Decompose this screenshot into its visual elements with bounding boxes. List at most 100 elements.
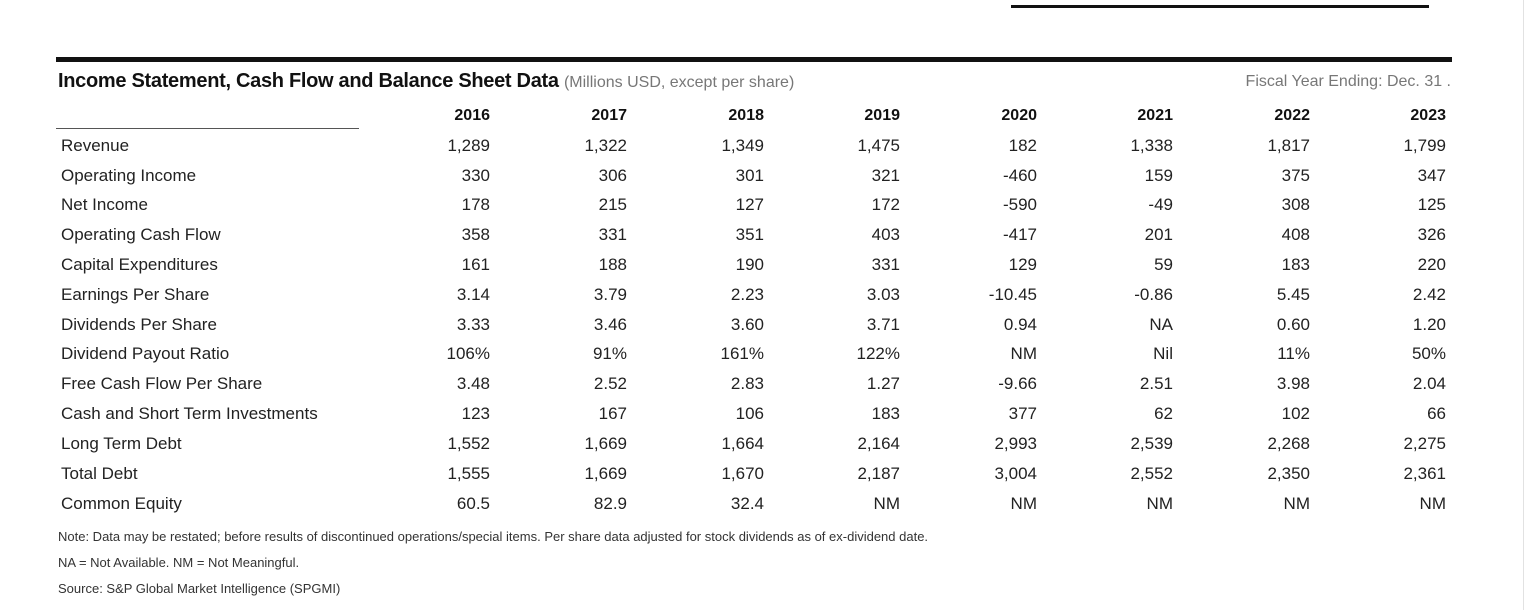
cell-value: 1,552: [447, 434, 490, 453]
cell-value: 3.33: [456, 315, 490, 334]
row-label: Earnings Per Share: [61, 285, 210, 304]
cell-value: 82.9: [593, 494, 627, 513]
row-label: Operating Cash Flow: [61, 225, 221, 244]
cell-value: 1,669: [584, 464, 627, 483]
table-subtitle: (Millions USD, except per share): [563, 74, 795, 91]
table-row: Operating Income 330 306 301 321 -460 15…: [0, 161, 1537, 191]
cell-value: 66: [1427, 404, 1446, 423]
cell-value: 358: [461, 225, 490, 244]
cell-value: 167: [598, 404, 627, 423]
cell-value: 1,664: [721, 434, 764, 453]
cell-value: 2,552: [1130, 464, 1173, 483]
cell-value: 1,555: [447, 464, 490, 483]
table-row: Capital Expenditures 161 188 190 331 129…: [0, 250, 1537, 280]
cell-value: 190: [735, 255, 764, 274]
cell-value: 2,350: [1267, 464, 1310, 483]
cell-value: NM: [1010, 494, 1037, 513]
table-title: Income Statement, Cash Flow and Balance …: [58, 70, 794, 93]
row-label: Free Cash Flow Per Share: [61, 374, 263, 393]
cell-value: 408: [1281, 225, 1310, 244]
cell-value: 2,268: [1267, 434, 1310, 453]
cell-value: 2,187: [857, 464, 900, 483]
cell-value: 220: [1417, 255, 1446, 274]
cell-value: 102: [1281, 404, 1310, 423]
cell-value: 106: [735, 404, 764, 423]
cell-value: 2.42: [1412, 285, 1446, 304]
year-header: 2017: [591, 107, 627, 124]
cell-value: 1.20: [1412, 315, 1446, 334]
cell-value: 215: [598, 195, 627, 214]
cell-value: -0.86: [1134, 285, 1173, 304]
row-label: Revenue: [61, 136, 130, 155]
table-row: Total Debt 1,555 1,669 1,670 2,187 3,004…: [0, 459, 1537, 489]
cell-value: 172: [871, 195, 900, 214]
cell-value: -10.45: [988, 285, 1037, 304]
label-column-rule: [56, 128, 359, 129]
year-header: 2022: [1274, 107, 1310, 124]
cell-value: 1,289: [447, 136, 490, 155]
table-row: Cash and Short Term Investments 123 167 …: [0, 399, 1537, 429]
table-row: Common Equity 60.5 82.9 32.4 NM NM NM NM…: [0, 489, 1537, 519]
cell-value: NM: [1419, 494, 1446, 513]
year-header-row: 2016 2017 2018 2019 2020 2021 2022 2023: [0, 101, 1537, 131]
cell-value: 91%: [592, 344, 627, 363]
footnote-source: Source: S&P Global Market Intelligence (…: [58, 581, 341, 596]
cell-value: 1,338: [1130, 136, 1173, 155]
cell-value: 377: [1008, 404, 1037, 423]
page-edge: [1523, 0, 1524, 610]
cell-value: 3.79: [593, 285, 627, 304]
row-label: Cash and Short Term Investments: [61, 404, 318, 423]
cell-value: 3.98: [1276, 374, 1310, 393]
cell-value: 50%: [1411, 344, 1446, 363]
cell-value: 2,164: [857, 434, 900, 453]
cell-value: 0.94: [1003, 315, 1037, 334]
cell-value: 326: [1417, 225, 1446, 244]
table-row: Net Income 178 215 127 172 -590 -49 308 …: [0, 190, 1537, 220]
cell-value: 2,275: [1403, 434, 1446, 453]
cell-value: 3.14: [456, 285, 490, 304]
year-header: 2019: [864, 107, 900, 124]
top-divider: [1011, 5, 1429, 8]
cell-value: 347: [1417, 166, 1446, 185]
table-row: Free Cash Flow Per Share 3.48 2.52 2.83 …: [0, 369, 1537, 399]
cell-value: -590: [1002, 195, 1037, 214]
cell-value: 161: [461, 255, 490, 274]
cell-value: 1,799: [1403, 136, 1446, 155]
cell-value: NA: [1149, 315, 1173, 334]
cell-value: 129: [1008, 255, 1037, 274]
cell-value: 178: [461, 195, 490, 214]
cell-value: 331: [598, 225, 627, 244]
cell-value: 3.03: [866, 285, 900, 304]
cell-value: 159: [1144, 166, 1173, 185]
cell-value: 1,349: [721, 136, 764, 155]
cell-value: 306: [598, 166, 627, 185]
cell-value: 106%: [446, 344, 490, 363]
cell-value: 182: [1008, 136, 1037, 155]
cell-value: 1,475: [857, 136, 900, 155]
row-label: Long Term Debt: [61, 434, 182, 453]
row-label: Capital Expenditures: [61, 255, 218, 274]
footnote-restated: Note: Data may be restated; before resul…: [58, 529, 929, 544]
cell-value: 2,539: [1130, 434, 1173, 453]
cell-value: NM: [1010, 344, 1037, 363]
cell-value: 1.27: [866, 374, 900, 393]
table-header: Income Statement, Cash Flow and Balance …: [58, 70, 1451, 98]
cell-value: 375: [1281, 166, 1310, 185]
cell-value: 2,993: [994, 434, 1037, 453]
cell-value: 125: [1417, 195, 1446, 214]
table-row: Dividends Per Share 3.33 3.46 3.60 3.71 …: [0, 310, 1537, 340]
table-title-text: Income Statement, Cash Flow and Balance …: [58, 70, 559, 92]
cell-value: 161%: [720, 344, 764, 363]
cell-value: 127: [735, 195, 764, 214]
cell-value: 331: [871, 255, 900, 274]
cell-value: 308: [1281, 195, 1310, 214]
row-label: Total Debt: [61, 464, 138, 483]
cell-value: 2.83: [730, 374, 764, 393]
cell-value: 32.4: [730, 494, 764, 513]
year-header: 2018: [728, 107, 764, 124]
cell-value: -9.66: [998, 374, 1037, 393]
cell-value: 62: [1154, 404, 1173, 423]
cell-value: 2.52: [593, 374, 627, 393]
row-label: Common Equity: [61, 494, 182, 513]
cell-value: 2.04: [1412, 374, 1446, 393]
